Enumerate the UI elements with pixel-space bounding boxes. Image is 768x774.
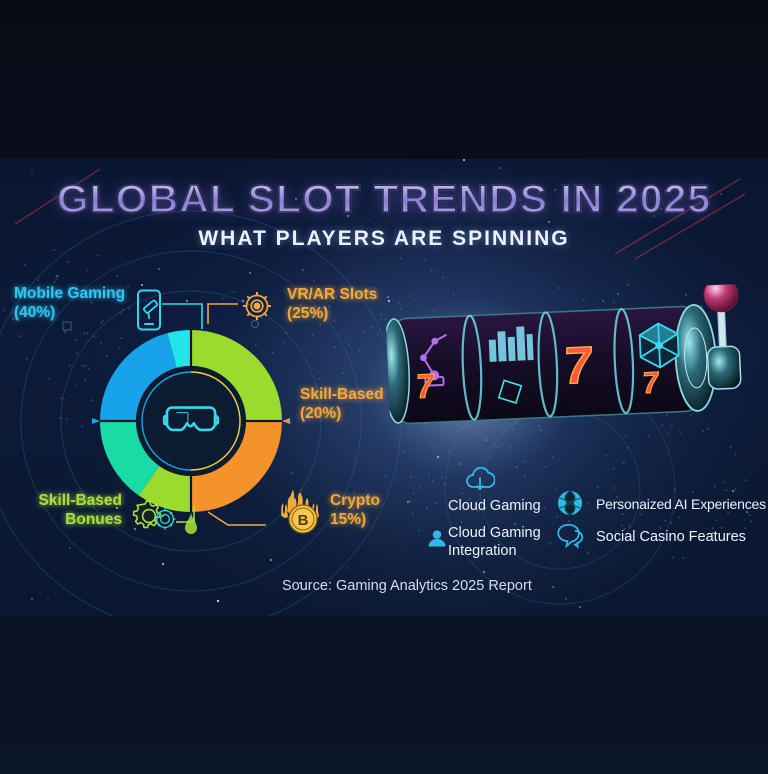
svg-text:7: 7: [562, 336, 594, 395]
svg-text:B: B: [298, 512, 309, 529]
svg-text:7: 7: [641, 367, 660, 401]
svg-text:7: 7: [415, 367, 436, 406]
